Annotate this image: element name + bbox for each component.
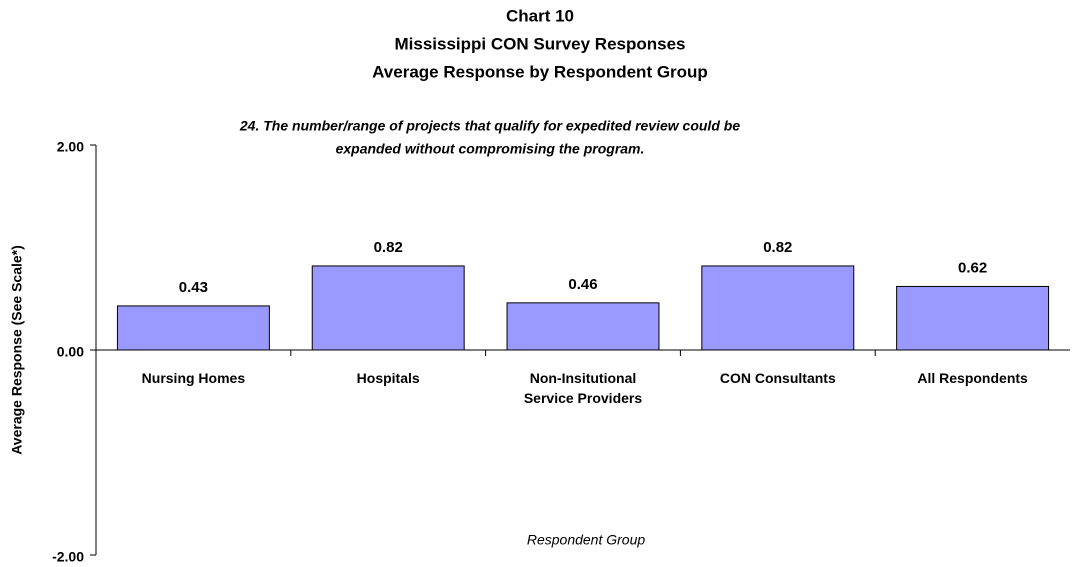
subtitle: 24. The number/range of projects that qu… <box>239 118 740 134</box>
value-label: 0.62 <box>958 259 987 276</box>
bar <box>701 265 855 351</box>
y-tick-label: 2.00 <box>57 139 84 155</box>
bar <box>896 285 1050 351</box>
value-label: 0.46 <box>568 276 597 293</box>
value-label: 0.82 <box>763 239 792 256</box>
bar <box>311 265 465 351</box>
subtitle: expanded without compromising the progra… <box>336 141 645 157</box>
y-axis-label: Average Response (See Scale*) <box>9 245 25 455</box>
x-tick-label: Hospitals <box>356 370 420 386</box>
x-tick-label: CON Consultants <box>719 370 836 386</box>
y-tick-label: 0.00 <box>57 344 84 360</box>
bar <box>116 305 270 351</box>
y-tick-label: -2.00 <box>52 549 84 565</box>
x-axis-label: Respondent Group <box>527 532 646 548</box>
chart-title: Average Response by Respondent Group <box>372 62 708 81</box>
value-label: 0.43 <box>179 279 208 296</box>
bar <box>506 302 660 351</box>
x-tick-label: All Respondents <box>917 370 1028 386</box>
value-label: 0.82 <box>374 239 403 256</box>
chart-title: Chart 10 <box>506 6 574 25</box>
x-tick-label: Nursing Homes <box>141 370 246 386</box>
chart-title: Mississippi CON Survey Responses <box>395 34 686 53</box>
x-tick-label: Non-Insitutional Service Providers <box>523 370 643 406</box>
